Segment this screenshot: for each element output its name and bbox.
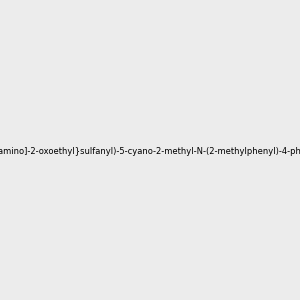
Text: 6-({2-[(4-chloro-2,5-dimethoxyphenyl)amino]-2-oxoethyl}sulfanyl)-5-cyano-2-methy: 6-({2-[(4-chloro-2,5-dimethoxyphenyl)ami… — [0, 147, 300, 156]
